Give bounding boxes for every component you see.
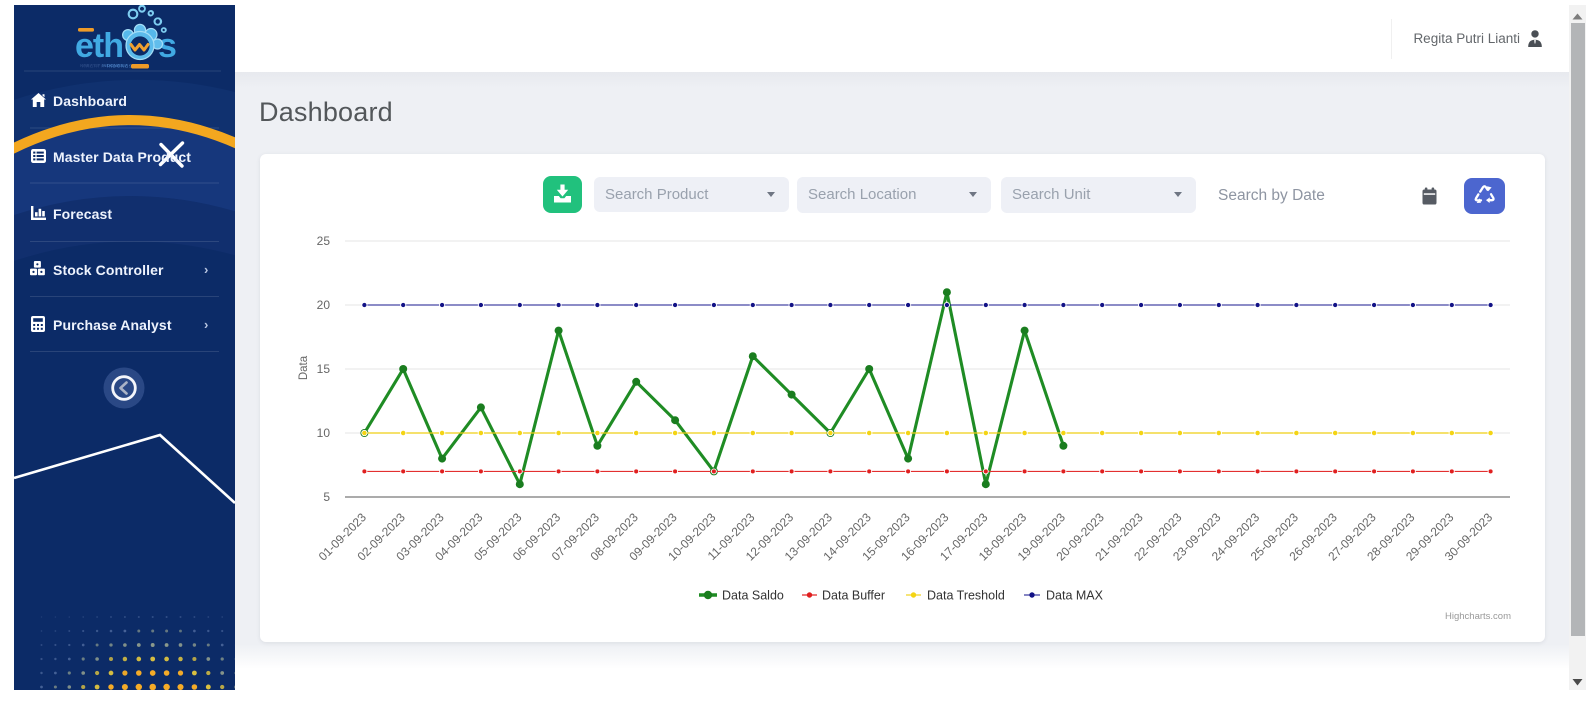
svg-text:INDONESIA: INDONESIA — [102, 63, 129, 68]
svg-text:Data Treshold: Data Treshold — [927, 588, 1005, 602]
svg-text:KREATIF: KREATIF — [82, 64, 106, 70]
svg-text:Data Buffer: Data Buffer — [822, 588, 885, 602]
svg-text:Data: Data — [298, 355, 310, 380]
svg-text:Data MAX: Data MAX — [1046, 588, 1104, 602]
svg-text:INDONESIA: INDONESIA — [107, 64, 138, 70]
svg-text:15: 15 — [317, 362, 331, 376]
svg-text:s: s — [158, 27, 177, 65]
svg-text:Data Saldo: Data Saldo — [722, 588, 784, 602]
svg-text:eth: eth — [75, 27, 123, 65]
svg-text:KREATIF: KREATIF — [80, 63, 100, 68]
svg-text:Highcharts.com: Highcharts.com — [1445, 611, 1511, 622]
svg-text:5: 5 — [323, 490, 330, 504]
svg-text:20: 20 — [317, 298, 331, 312]
svg-text:10: 10 — [317, 426, 331, 440]
svg-text:25: 25 — [317, 234, 331, 248]
